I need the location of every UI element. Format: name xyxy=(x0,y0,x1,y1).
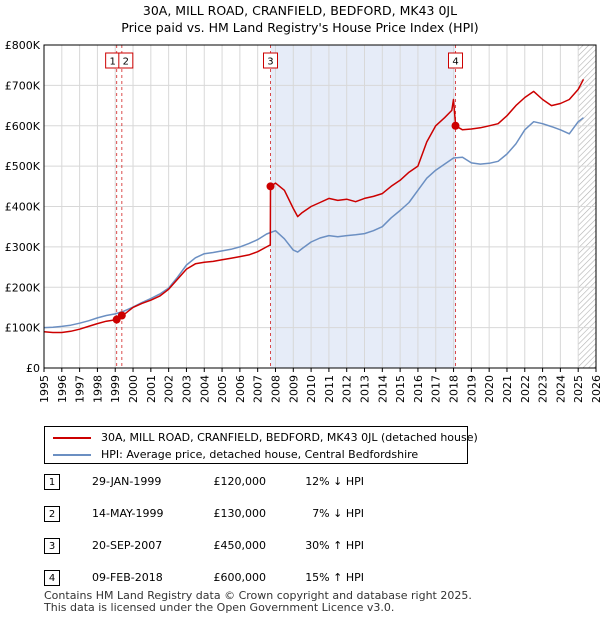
x-tick-label: 2009 xyxy=(287,375,300,403)
x-tick-label: 2024 xyxy=(554,375,567,403)
footer-licence: This data is licensed under the Open Gov… xyxy=(44,601,395,614)
legend-hpi-swatch xyxy=(53,453,91,456)
plot-frame xyxy=(43,44,597,369)
row-number-badge: 4 xyxy=(44,570,60,586)
x-tick-label: 2016 xyxy=(412,375,425,403)
y-tick-label: £0 xyxy=(26,362,40,375)
x-tick-label: 2008 xyxy=(269,375,282,403)
row-hpi-change: 30% ↑ HPI xyxy=(305,539,364,552)
legend: 30A, MILL ROAD, CRANFIELD, BEDFORD, MK43… xyxy=(44,426,478,464)
x-tick-label: 2011 xyxy=(323,375,336,403)
sale-point-2 xyxy=(117,311,126,320)
x-tick-label: 1995 xyxy=(38,375,51,403)
row-price: £600,000 xyxy=(213,571,267,584)
marker-label-3: 3 xyxy=(267,57,273,68)
y-tick-label: £500K xyxy=(5,160,41,173)
x-tick-label: 2026 xyxy=(590,375,600,403)
table-row: 1 29-JAN-1999 £120,000 12% ↓ HPI xyxy=(44,474,444,492)
row-number-badge: 1 xyxy=(44,474,60,490)
x-tick-label: 2017 xyxy=(430,375,443,403)
x-tick-label: 2025 xyxy=(572,375,585,403)
x-tick-label: 2005 xyxy=(216,375,229,403)
y-tick-label: £100K xyxy=(5,322,41,335)
legend-price-label: 30A, MILL ROAD, CRANFIELD, BEDFORD, MK43… xyxy=(101,431,478,444)
x-tick-label: 2006 xyxy=(234,375,247,403)
legend-price-swatch xyxy=(53,436,91,439)
y-tick-label: £400K xyxy=(5,201,41,214)
sale-point-3 xyxy=(266,182,275,191)
table-row: 4 09-FEB-2018 £600,000 15% ↑ HPI xyxy=(44,570,444,588)
x-tick-label: 2012 xyxy=(341,375,354,403)
y-tick-label: £700K xyxy=(5,79,41,92)
x-tick-label: 2000 xyxy=(127,375,140,403)
marker-box-3 xyxy=(262,52,278,69)
row-date: 20-SEP-2007 xyxy=(92,539,163,552)
row-number-badge: 3 xyxy=(44,538,60,554)
row-date: 14-MAY-1999 xyxy=(92,507,164,520)
row-price: £120,000 xyxy=(213,475,267,488)
x-tick-label: 2014 xyxy=(376,375,389,403)
y-tick-label: £600K xyxy=(5,120,41,133)
y-tick-label: £300K xyxy=(5,241,41,254)
legend-item-hpi: HPI: Average price, detached house, Cent… xyxy=(45,446,418,463)
legend-hpi-label: HPI: Average price, detached house, Cent… xyxy=(101,448,419,461)
row-hpi-change: 7% ↓ HPI xyxy=(312,507,364,520)
x-tick-label: 2001 xyxy=(145,375,158,403)
x-tick-label: 2015 xyxy=(394,375,407,403)
y-tick-label: £200K xyxy=(5,281,41,294)
row-price: £450,000 xyxy=(213,539,267,552)
legend-item-price: 30A, MILL ROAD, CRANFIELD, BEDFORD, MK43… xyxy=(45,429,478,446)
x-tick-label: 2023 xyxy=(537,375,550,403)
marker-label-4: 4 xyxy=(452,57,458,68)
row-hpi-change: 15% ↑ HPI xyxy=(305,571,364,584)
chart-title: 30A, MILL ROAD, CRANFIELD, BEDFORD, MK43… xyxy=(0,2,600,36)
footer: Contains HM Land Registry data © Crown c… xyxy=(44,590,472,614)
title-line-2: Price paid vs. HM Land Registry's House … xyxy=(121,20,479,35)
sale-point-4 xyxy=(451,121,460,130)
marker-label-1: 1 xyxy=(109,57,115,68)
x-tick-label: 2021 xyxy=(501,375,514,403)
x-tick-label: 2003 xyxy=(180,375,193,403)
row-number-badge: 2 xyxy=(44,506,60,522)
x-tick-label: 2010 xyxy=(305,375,318,403)
marker-box-4 xyxy=(448,52,464,69)
x-tick-label: 1999 xyxy=(109,375,122,403)
title-line-1: 30A, MILL ROAD, CRANFIELD, BEDFORD, MK43… xyxy=(142,3,458,18)
row-price: £130,000 xyxy=(213,507,267,520)
row-date: 09-FEB-2018 xyxy=(92,571,163,584)
x-tick-label: 2007 xyxy=(252,375,265,403)
x-tick-label: 2013 xyxy=(359,375,372,403)
x-tick-label: 1997 xyxy=(74,375,87,403)
x-tick-label: 2018 xyxy=(448,375,461,403)
footer-copyright: Contains HM Land Registry data © Crown c… xyxy=(44,589,472,602)
x-tick-label: 1996 xyxy=(56,375,69,403)
row-date: 29-JAN-1999 xyxy=(92,475,162,488)
table-row: 3 20-SEP-2007 £450,000 30% ↑ HPI xyxy=(44,538,444,556)
table-row: 2 14-MAY-1999 £130,000 7% ↓ HPI xyxy=(44,506,444,524)
x-tick-label: 2022 xyxy=(519,375,532,403)
x-tick-label: 2020 xyxy=(483,375,496,403)
marker-box-2 xyxy=(118,52,134,69)
x-tick-label: 1998 xyxy=(91,375,104,403)
x-tick-label: 2002 xyxy=(163,375,176,403)
price-series-line xyxy=(43,78,585,334)
marker-label-2: 2 xyxy=(123,57,129,68)
row-hpi-change: 12% ↓ HPI xyxy=(305,475,364,488)
x-tick-label: 2019 xyxy=(465,375,478,403)
price-chart: £0 £100K £200K £300K £400K £500K £600K £700K £80… xyxy=(5,39,600,403)
y-tick-label: £800K xyxy=(5,39,41,52)
x-tick-label: 2004 xyxy=(198,375,211,403)
